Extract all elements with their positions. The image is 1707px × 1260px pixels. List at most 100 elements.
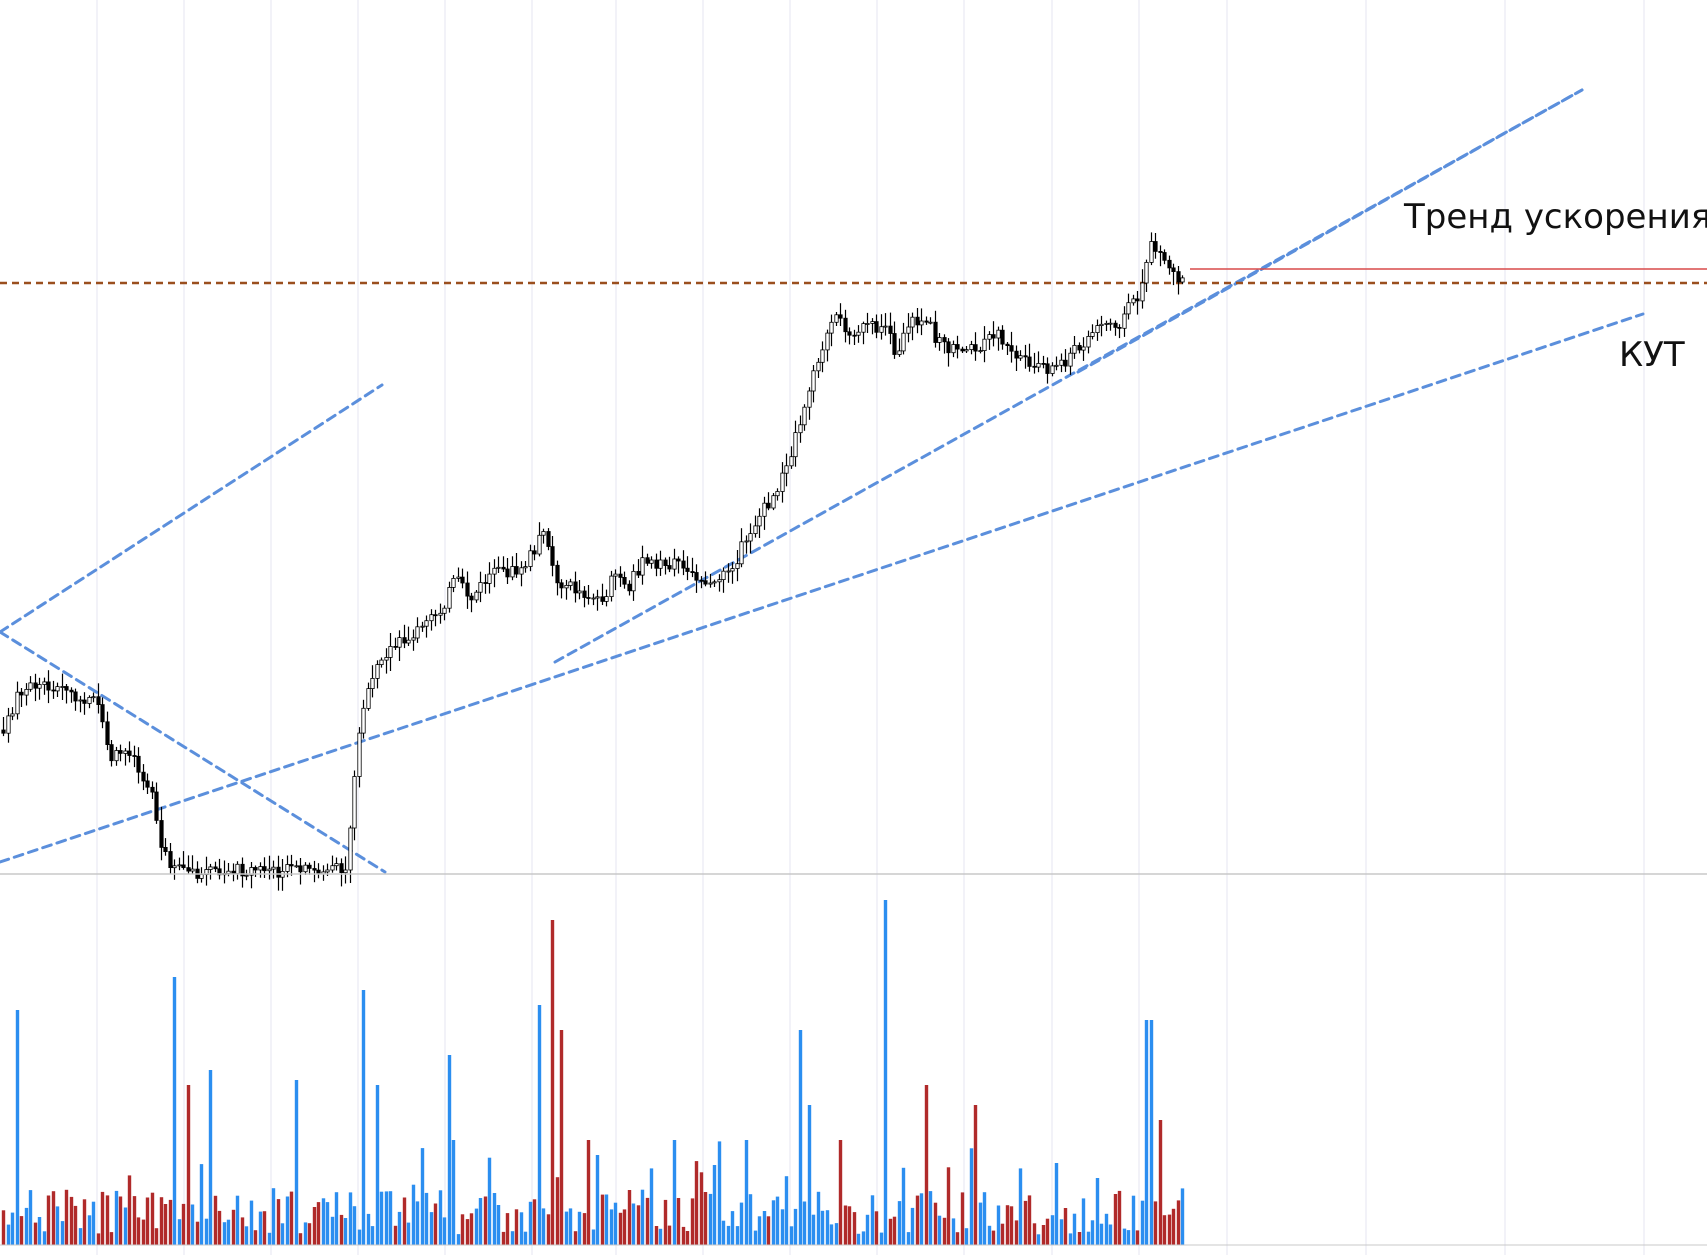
- candle-body-18: [82, 699, 87, 704]
- volume-bar-33: [150, 1192, 155, 1245]
- volume-bar-94: [424, 1192, 429, 1245]
- candle-body-261: [1176, 271, 1181, 283]
- candle-body-153: [690, 571, 695, 574]
- volume-bar-221: [996, 1205, 1001, 1245]
- candle-body-248: [1117, 326, 1122, 329]
- candle-body-96: [433, 614, 438, 617]
- candle-body-98: [442, 607, 447, 614]
- volume-bar-84: [379, 1191, 384, 1245]
- volume-bar-131: [591, 1229, 596, 1245]
- candle-body-245: [1104, 322, 1109, 325]
- candle-body-191: [861, 323, 866, 333]
- volume-bar-121: [546, 1214, 551, 1245]
- candle-body-33: [150, 786, 155, 793]
- volume-bar-19: [87, 1215, 92, 1245]
- volume-bar-110: [496, 1205, 501, 1245]
- volume-bar-197: [888, 1218, 893, 1245]
- volume-bar-82: [370, 1226, 375, 1245]
- volume-bar-178: [802, 1201, 807, 1245]
- candle-body-165: [744, 540, 749, 543]
- candle-body-170: [766, 502, 771, 509]
- volume-bar-115: [519, 1212, 524, 1245]
- candle-body-34: [154, 791, 159, 821]
- candle-body-80: [361, 707, 366, 734]
- candle-body-192: [865, 323, 870, 325]
- volume-bar-23: [105, 1195, 110, 1245]
- volume-bar-5: [24, 1207, 29, 1245]
- candle-body-85: [384, 657, 389, 661]
- candle-body-226: [1018, 355, 1023, 359]
- volume-bar-44: [199, 1164, 204, 1245]
- candle-body-36: [163, 847, 168, 853]
- volume-bar-15: [69, 1196, 74, 1245]
- volume-bar-48: [217, 1210, 222, 1245]
- candle-body-10: [46, 681, 51, 691]
- volume-bar-70: [316, 1202, 321, 1245]
- candle-body-208: [937, 337, 942, 343]
- volume-bar-214: [964, 1228, 969, 1245]
- volume-bar-65: [294, 1080, 299, 1245]
- candle-body-55: [249, 867, 254, 876]
- candle-body-82: [370, 678, 375, 690]
- volume-bar-162: [730, 1211, 735, 1245]
- candle-body-220: [991, 334, 996, 339]
- grid-lines: [96, 0, 1645, 1255]
- volume-bar-155: [699, 1172, 704, 1245]
- volume-bar-234: [1054, 1163, 1059, 1245]
- candle-body-214: [964, 349, 969, 352]
- volume-bar-193: [870, 1195, 875, 1245]
- volume-bar-78: [352, 1206, 357, 1245]
- candle-body-235: [1059, 359, 1064, 366]
- volume-bar-20: [91, 1201, 96, 1245]
- volume-bar-161: [726, 1225, 731, 1245]
- volume-bar-83: [375, 1085, 380, 1245]
- candle-body-19: [87, 697, 92, 704]
- candle-body-26: [118, 750, 123, 754]
- candle-body-6: [28, 682, 33, 690]
- volume-bar-195: [879, 1232, 884, 1245]
- volume-bar-22: [100, 1191, 105, 1245]
- candle-body-27: [123, 750, 128, 754]
- volume-bar-142: [640, 1189, 645, 1245]
- volume-bar-129: [582, 1213, 587, 1245]
- volume-bar-186: [838, 1140, 843, 1245]
- candle-body-185: [834, 314, 839, 323]
- candle-body-179: [807, 390, 812, 408]
- volume-bar-199: [897, 1201, 902, 1245]
- volume-bar-228: [1027, 1195, 1032, 1245]
- candle-body-262: [1180, 277, 1185, 283]
- volume-bar-224: [1009, 1206, 1014, 1245]
- volume-bar-67: [303, 1222, 308, 1245]
- volume-bar-92: [415, 1201, 420, 1245]
- candle-body-59: [267, 868, 272, 872]
- candle-body-203: [915, 316, 920, 326]
- volume-bar-144: [649, 1168, 654, 1245]
- volume-bar-76: [343, 1218, 348, 1245]
- volume-bar-235: [1059, 1219, 1064, 1245]
- volume-bar-74: [334, 1192, 339, 1245]
- candle-body-216: [973, 344, 978, 352]
- candle-body-242: [1090, 332, 1095, 337]
- volume-bar-159: [717, 1141, 722, 1245]
- volume-bar-229: [1032, 1223, 1037, 1245]
- candle-body-131: [591, 597, 596, 600]
- volume-bar-93: [420, 1148, 425, 1245]
- volume-bar-59: [267, 1232, 272, 1245]
- candle-body-212: [955, 344, 960, 350]
- volume-bar-116: [523, 1231, 528, 1245]
- volume-bar-241: [1086, 1231, 1091, 1245]
- candle-body-116: [523, 566, 528, 569]
- volume-bar-125: [564, 1211, 569, 1245]
- volume-bar-247: [1113, 1194, 1118, 1245]
- volume-bar-45: [204, 1218, 209, 1245]
- candle-body-143: [645, 557, 650, 564]
- candle-body-58: [262, 866, 267, 872]
- volume-bar-80: [361, 990, 366, 1245]
- volume-bar-184: [829, 1224, 834, 1245]
- volume-bar-230: [1036, 1234, 1041, 1245]
- volume-bar-140: [631, 1203, 636, 1245]
- candle-body-260: [1171, 267, 1176, 272]
- volume-bar-8: [37, 1217, 42, 1245]
- candle-body-76: [343, 869, 348, 874]
